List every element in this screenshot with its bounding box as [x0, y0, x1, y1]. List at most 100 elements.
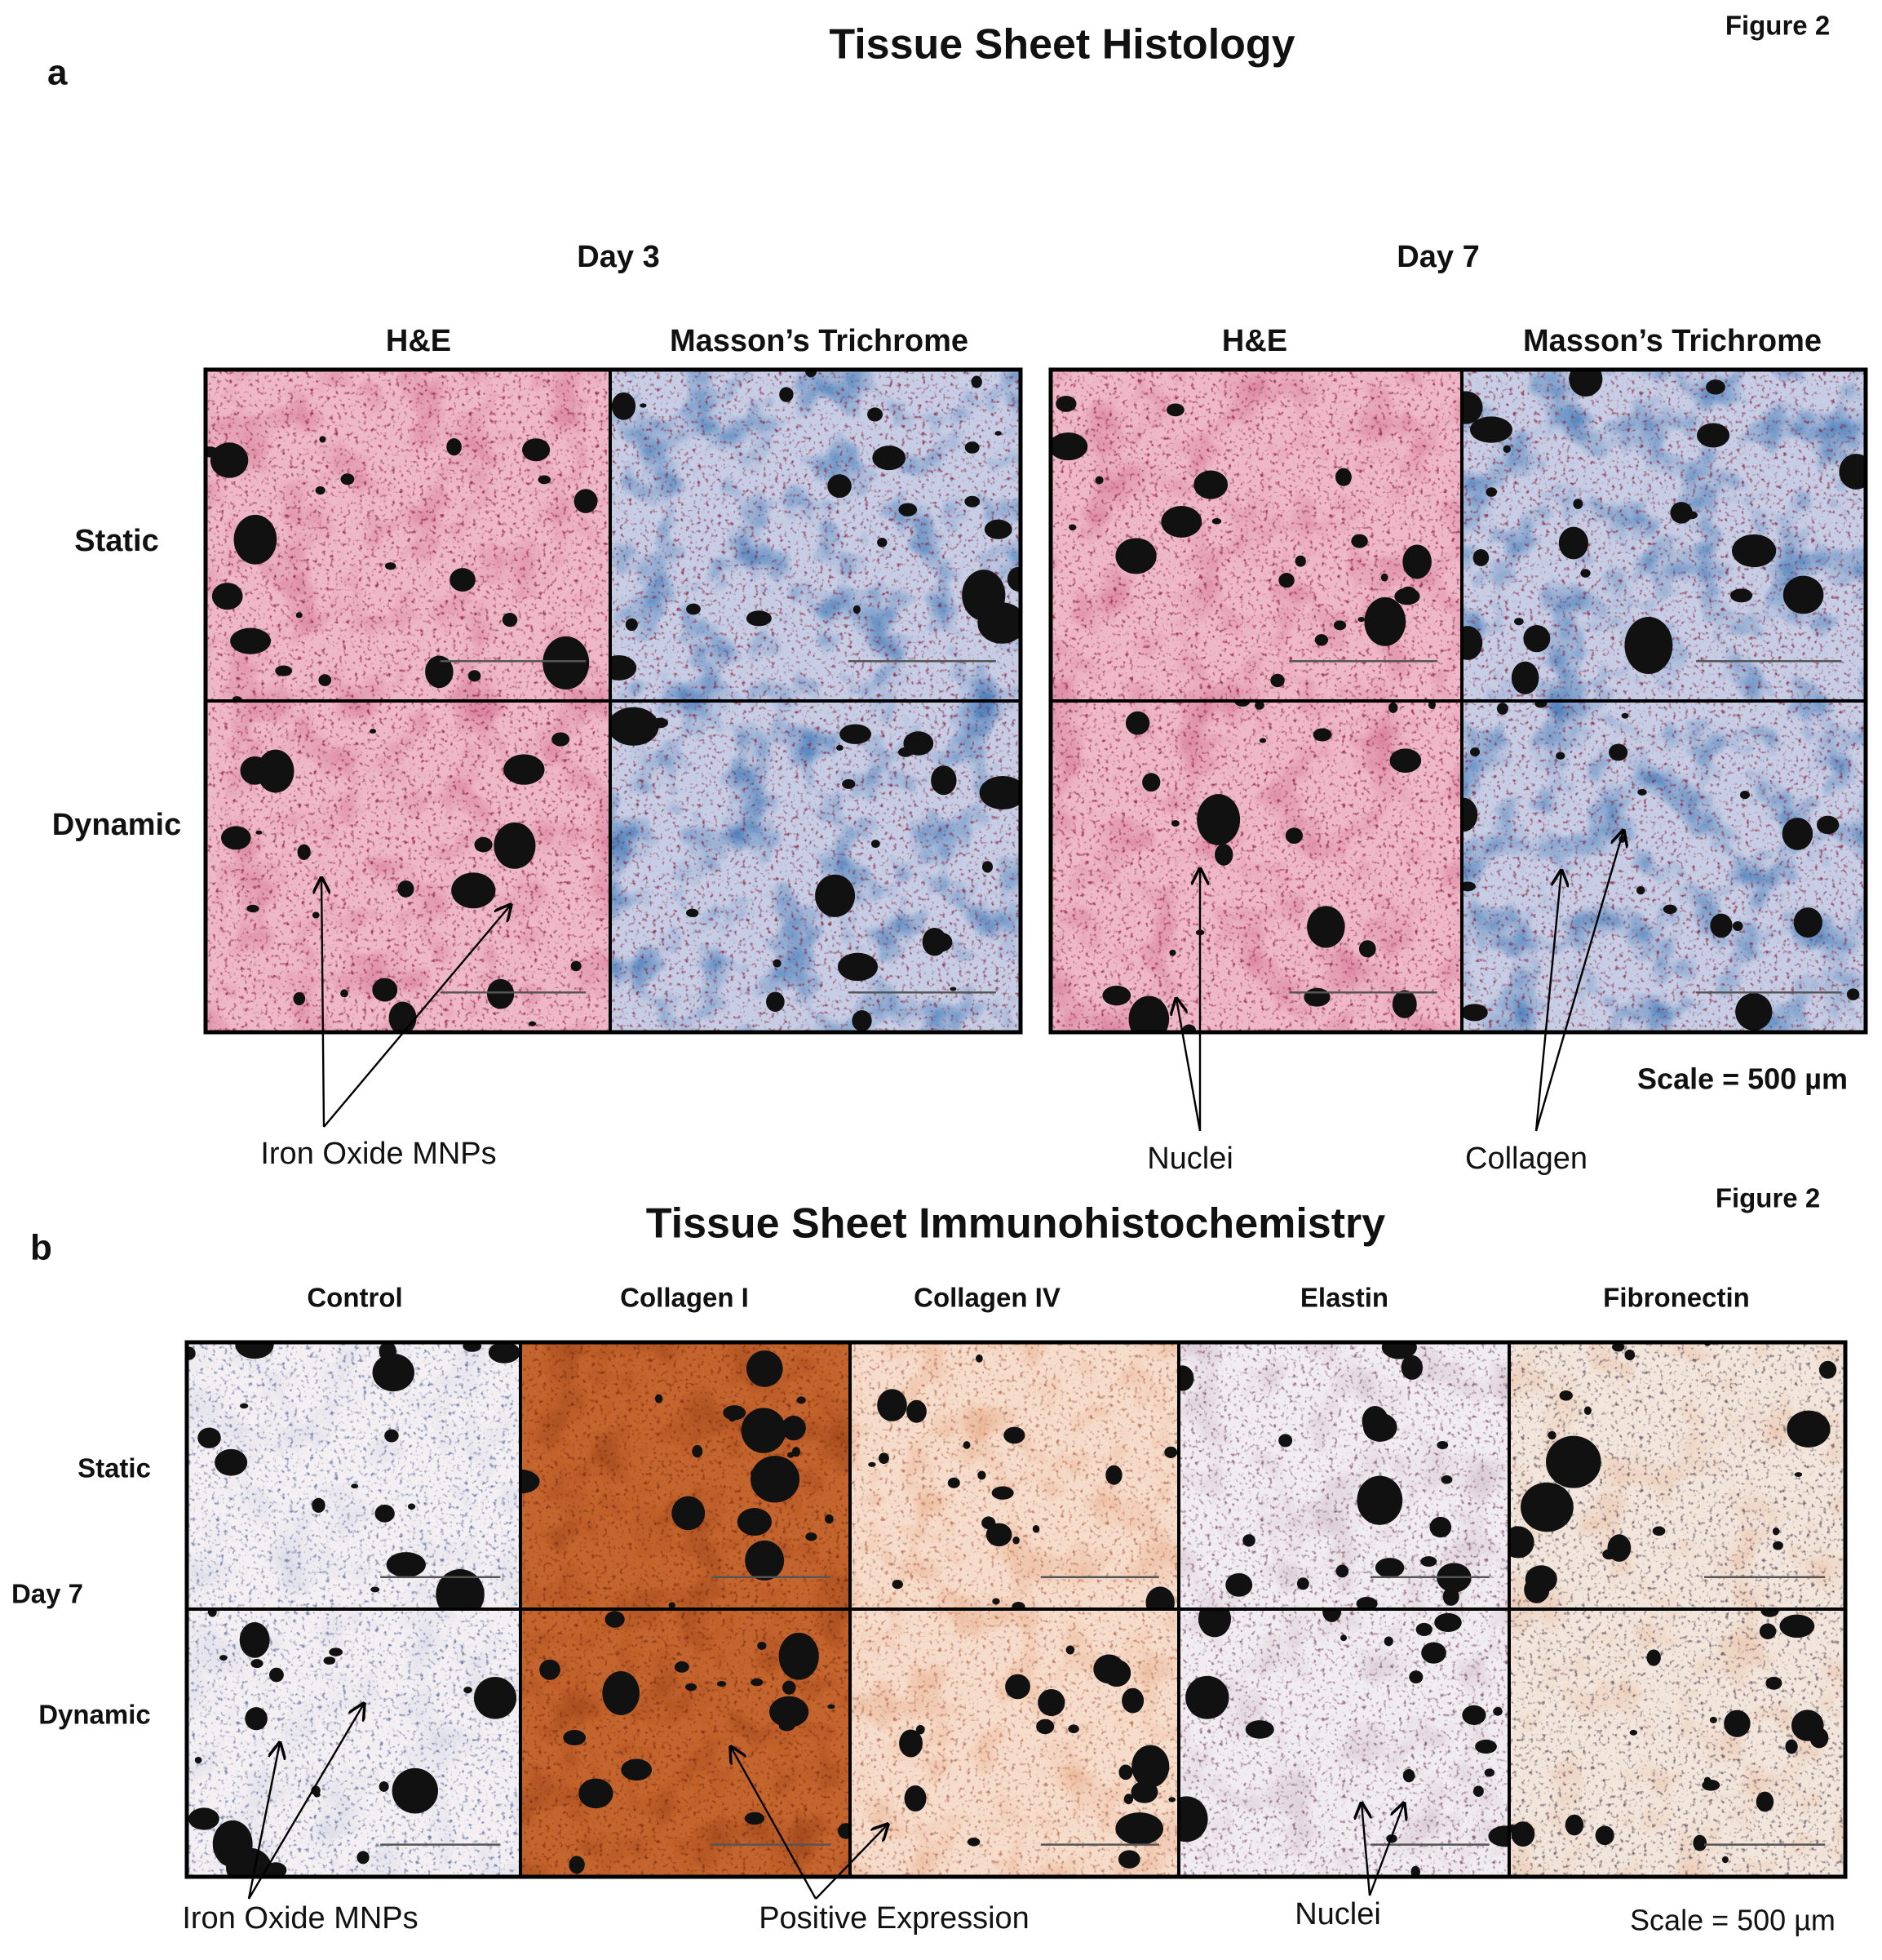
tissue-dots — [610, 370, 1021, 701]
particle — [220, 826, 251, 850]
column-header: Control — [307, 1283, 402, 1313]
particle — [1128, 996, 1170, 1032]
particle — [1278, 1434, 1293, 1448]
particle — [1520, 1482, 1574, 1532]
particle — [1179, 1796, 1208, 1842]
particle — [1038, 1689, 1065, 1717]
particle — [781, 1415, 806, 1441]
particle — [388, 1001, 417, 1032]
group-label: Day 7 — [11, 1579, 83, 1609]
particle — [773, 959, 782, 968]
particle — [1637, 788, 1647, 796]
particle — [827, 1704, 835, 1709]
particle — [1122, 1687, 1145, 1714]
particle — [257, 749, 294, 793]
particle — [1259, 738, 1267, 743]
micrograph — [520, 1609, 850, 1877]
particle — [494, 822, 536, 869]
particle — [1652, 1526, 1666, 1537]
particle — [1629, 1729, 1638, 1736]
particle — [570, 960, 582, 972]
arrow — [731, 1747, 817, 1900]
particle — [1442, 1587, 1459, 1606]
particle — [315, 486, 325, 495]
particle — [1524, 1576, 1550, 1603]
particle — [1032, 1525, 1040, 1533]
particle — [1607, 1534, 1632, 1562]
particle — [1168, 1797, 1176, 1803]
particle — [1356, 1596, 1378, 1609]
particle — [1304, 987, 1331, 1007]
column-header: Masson’s Trichrome — [670, 324, 968, 358]
particle — [1402, 544, 1432, 579]
column-header: Masson’s Trichrome — [1523, 324, 1822, 358]
arrows — [247, 831, 1623, 1900]
annotation: Iron Oxide MNPs — [182, 1901, 418, 1936]
particle — [1511, 661, 1539, 694]
particle — [1612, 1342, 1625, 1352]
particle — [796, 1396, 806, 1404]
particle — [1012, 1601, 1025, 1609]
particle — [1007, 566, 1021, 592]
particle — [239, 1621, 270, 1658]
particle — [994, 431, 1002, 436]
particle — [1197, 794, 1241, 845]
micrograph — [1509, 1342, 1845, 1609]
particle — [1739, 790, 1750, 800]
particle — [668, 1602, 675, 1609]
particle — [1056, 395, 1077, 412]
particle — [212, 1820, 253, 1868]
particle — [1164, 1446, 1178, 1458]
column-header: H&E — [386, 324, 451, 358]
particle — [188, 1807, 219, 1830]
particle — [1415, 1622, 1433, 1636]
particle — [1278, 573, 1295, 588]
particle — [610, 707, 659, 746]
particle — [1161, 506, 1202, 538]
particle — [269, 1667, 284, 1683]
micrograph — [1051, 701, 1462, 1032]
arrow — [1362, 1803, 1370, 1896]
particle — [842, 778, 856, 789]
particle — [446, 438, 462, 456]
particle — [1381, 1342, 1417, 1359]
particle — [297, 844, 311, 860]
particle — [691, 911, 698, 917]
particle — [1171, 820, 1180, 827]
particle — [235, 1342, 274, 1359]
particle — [474, 836, 493, 853]
particle — [744, 1811, 765, 1825]
particle — [625, 618, 638, 632]
particle — [1364, 596, 1406, 646]
particle — [1340, 1634, 1348, 1642]
particle — [877, 1389, 907, 1421]
particle — [1696, 423, 1730, 448]
particle — [312, 1497, 325, 1513]
particle — [194, 1756, 202, 1764]
particle — [1384, 1636, 1393, 1647]
particle — [1523, 624, 1551, 653]
particle — [981, 861, 994, 873]
particle — [867, 407, 883, 422]
particle — [529, 1021, 537, 1027]
particle — [1434, 1612, 1462, 1632]
particle — [502, 612, 518, 627]
particle — [467, 670, 481, 682]
particle — [904, 1785, 927, 1812]
particle — [1732, 920, 1743, 931]
particle — [1392, 990, 1417, 1018]
particle — [1115, 1812, 1164, 1845]
particle — [392, 1767, 439, 1814]
particle — [837, 952, 879, 982]
particle — [1322, 1609, 1341, 1622]
particle — [1125, 711, 1150, 735]
particle — [825, 1514, 834, 1524]
particle — [1428, 701, 1437, 709]
particle — [1314, 634, 1329, 646]
particle — [815, 874, 856, 917]
particle — [329, 1647, 343, 1656]
particle — [1580, 569, 1591, 578]
particle — [1375, 1558, 1405, 1578]
particle — [1484, 1768, 1495, 1777]
